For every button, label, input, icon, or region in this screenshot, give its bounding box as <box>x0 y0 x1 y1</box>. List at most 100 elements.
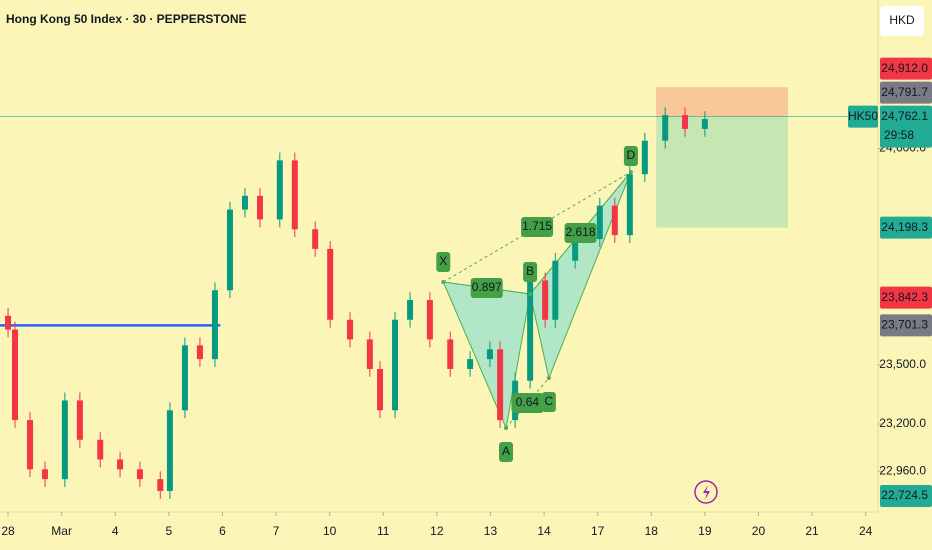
ratio-box <box>511 392 544 413</box>
candle-body <box>256 195 263 220</box>
pattern-label-box <box>499 441 514 462</box>
pattern-label: B <box>526 264 534 278</box>
symbol-tag-box <box>848 105 878 128</box>
candle-body <box>61 400 68 480</box>
candle-body <box>76 400 83 440</box>
candle-body <box>527 280 534 381</box>
candle-body <box>291 160 298 230</box>
candle-body <box>27 420 34 470</box>
countdown: 29:58 <box>884 128 914 142</box>
candle-body <box>701 119 708 129</box>
candle-body <box>426 300 433 340</box>
candle-body <box>312 229 319 249</box>
price-label: 24,762.1 <box>881 109 928 123</box>
price-label: 24,198.3 <box>881 220 928 234</box>
pattern-label-box <box>623 145 638 166</box>
candle-body <box>467 359 474 369</box>
candle-body <box>226 209 233 291</box>
pattern-point <box>546 375 551 380</box>
x-tick-label: 19 <box>698 524 712 538</box>
price-label-box <box>880 57 932 80</box>
x-tick-label: 12 <box>430 524 444 538</box>
candle-body <box>5 315 12 330</box>
x-tick-label: 4 <box>112 524 119 538</box>
candle-body <box>196 345 203 360</box>
candle-body <box>97 439 104 460</box>
ratio-box <box>521 216 554 237</box>
price-label: 23,842.3 <box>881 290 928 304</box>
candle-body <box>12 329 19 421</box>
pattern-label-box <box>541 391 556 412</box>
price-label-box <box>880 216 932 239</box>
x-tick-label: 18 <box>645 524 659 538</box>
candle-body <box>241 195 248 210</box>
price-label: 24,791.7 <box>881 85 928 99</box>
candle-body <box>611 205 618 236</box>
price-label-box <box>880 81 932 104</box>
ratio-label: 0.64 <box>516 395 540 409</box>
chart-title: Hong Kong 50 Index · 30 · PEPPERSTONE <box>6 12 247 26</box>
ratio-label: 0.897 <box>472 280 502 294</box>
target-zone <box>656 116 788 228</box>
pattern-label: C <box>545 394 554 408</box>
candle-body <box>117 459 124 470</box>
pattern-point <box>504 425 509 430</box>
candle-body <box>347 319 354 340</box>
pattern-label: X <box>439 254 447 268</box>
x-tick-label: 10 <box>323 524 337 538</box>
ratio-box <box>470 277 503 298</box>
candle-body <box>392 319 399 411</box>
candle-body <box>211 290 218 360</box>
x-tick-label: Mar <box>51 524 72 538</box>
pattern-point <box>528 291 533 296</box>
candle-body <box>181 345 188 411</box>
price-label: 24,912.0 <box>881 61 928 75</box>
x-tick-label: 11 <box>377 524 390 538</box>
candle-body <box>377 368 384 411</box>
candle-body <box>327 248 334 320</box>
candle-body <box>682 115 689 129</box>
stop-zone <box>656 87 788 117</box>
candle-body <box>497 349 504 421</box>
price-label: 23,701.3 <box>881 318 928 332</box>
symbol-tag: HK50 <box>848 109 878 123</box>
x-tick-label: 5 <box>166 524 173 538</box>
ratio-label: 1.715 <box>522 219 552 233</box>
x-tick-label: 6 <box>219 524 226 538</box>
candle-body <box>407 300 414 320</box>
candle-body <box>596 205 603 240</box>
price-label-box <box>880 314 932 337</box>
x-tick-label: 13 <box>484 524 498 538</box>
candle-body <box>486 349 493 360</box>
x-tick-label: 17 <box>591 524 605 538</box>
price-label-box <box>880 105 932 148</box>
pattern-label: A <box>502 444 510 458</box>
x-tick-label: 14 <box>537 524 551 538</box>
pattern-point <box>628 169 633 174</box>
currency-box[interactable] <box>880 6 924 36</box>
x-tick-label: 28 <box>1 524 15 538</box>
x-tick-label: 24 <box>859 524 873 538</box>
candle-body <box>447 339 454 369</box>
currency[interactable]: HKD <box>889 13 915 27</box>
candle-body <box>662 115 669 141</box>
candle-body <box>641 140 648 175</box>
candle-body <box>542 280 549 320</box>
candle-body <box>626 174 633 236</box>
x-tick-label: 21 <box>805 524 819 538</box>
candle-body <box>276 160 283 220</box>
lightning-icon[interactable] <box>694 480 718 504</box>
candle-body <box>157 479 164 491</box>
ratio-box <box>564 222 597 243</box>
pattern-label: D <box>627 148 636 162</box>
price-label: 22,724.5 <box>881 488 928 502</box>
ratio-label: 2.618 <box>565 225 595 239</box>
x-tick-label: 7 <box>273 524 280 538</box>
y-tick-label: 23,500.0 <box>879 357 926 371</box>
candle-body <box>136 469 143 480</box>
y-tick-label: 23,200.0 <box>879 416 926 430</box>
pattern-label-box <box>523 261 538 282</box>
candle-body <box>366 339 373 369</box>
